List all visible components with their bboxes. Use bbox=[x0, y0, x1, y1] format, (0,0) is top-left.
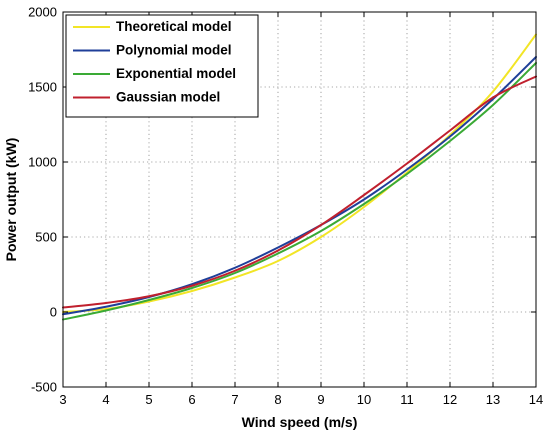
y-tick-label: -500 bbox=[31, 380, 57, 395]
y-tick-label: 2000 bbox=[28, 5, 57, 20]
x-tick-label: 14 bbox=[529, 392, 543, 407]
x-tick-label: 5 bbox=[145, 392, 152, 407]
legend-label: Gaussian model bbox=[116, 90, 220, 105]
legend-label: Theoretical model bbox=[116, 19, 232, 34]
y-tick-label: 0 bbox=[50, 305, 57, 320]
y-axis-ticks: -500 0 500 1000 1500 2000 bbox=[28, 5, 536, 395]
y-tick-label: 1500 bbox=[28, 80, 57, 95]
x-tick-label: 6 bbox=[188, 392, 195, 407]
x-tick-label: 3 bbox=[59, 392, 66, 407]
legend-box bbox=[65, 14, 259, 118]
x-tick-label: 4 bbox=[102, 392, 109, 407]
x-tick-label: 9 bbox=[317, 392, 324, 407]
legend-label: Polynomial model bbox=[116, 43, 232, 58]
x-tick-label: 7 bbox=[231, 392, 238, 407]
x-axis-label: Wind speed (m/s) bbox=[242, 414, 358, 430]
legend-label: Exponential model bbox=[116, 66, 236, 81]
x-tick-label: 10 bbox=[357, 392, 371, 407]
series-line-exponential-model bbox=[62, 62, 537, 321]
series-line-gaussian-model bbox=[62, 75, 537, 309]
series-line-theoretical-model bbox=[62, 33, 537, 313]
y-tick-label: 500 bbox=[35, 230, 57, 245]
plot-frame bbox=[62, 11, 537, 388]
x-tick-label: 11 bbox=[400, 392, 414, 407]
series-group bbox=[62, 33, 537, 321]
y-axis-label: Power output (kW) bbox=[3, 138, 19, 262]
legend: Theoretical model Polynomial model Exponen… bbox=[65, 14, 259, 118]
y-tick-label: 1000 bbox=[28, 155, 57, 170]
x-tick-label: 13 bbox=[486, 392, 500, 407]
x-tick-label: 8 bbox=[274, 392, 281, 407]
x-tick-label: 12 bbox=[443, 392, 457, 407]
